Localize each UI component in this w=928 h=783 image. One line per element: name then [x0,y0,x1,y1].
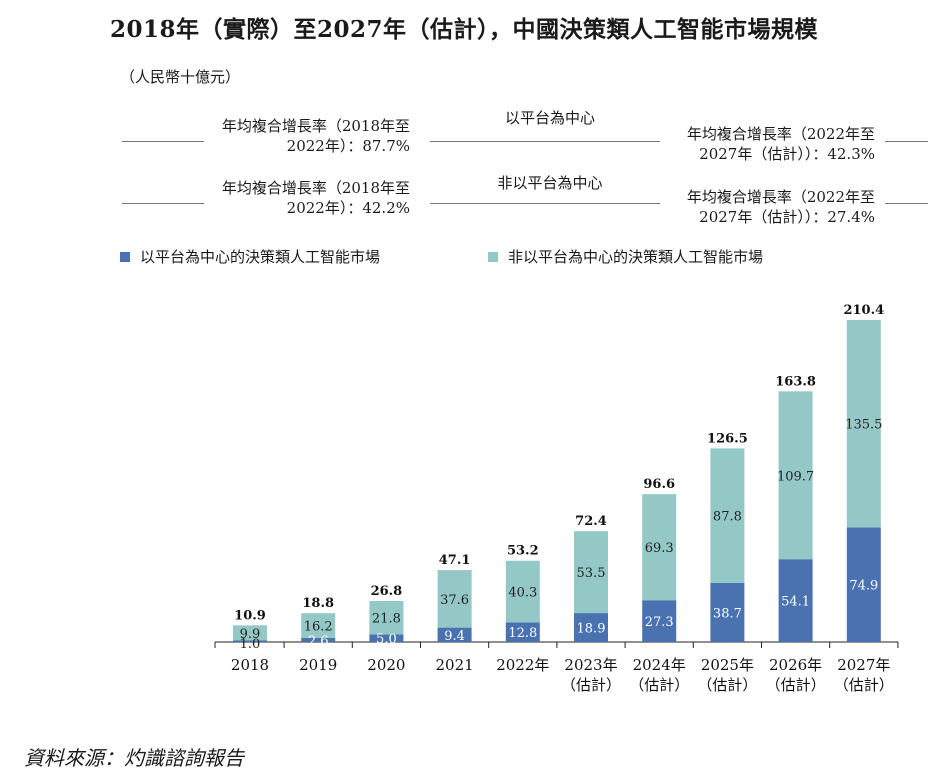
x-tick-label: （估計） [834,676,894,694]
bar-platform [574,613,608,642]
chart-title: 2018年（實際）至2027年（估計），中國決策類人工智能市場規模 [109,16,819,43]
data-label-platform: 9.4 [444,629,465,644]
data-label-total: 96.6 [643,477,675,492]
data-label-total: 126.5 [707,431,748,446]
data-label-total: 53.2 [507,544,539,559]
source-note: 資料來源：灼識諮詢報告 [24,746,244,770]
cagr-rule [430,203,660,204]
cagr-text: 年均複合增長率（2018年至 [221,179,410,197]
data-label-total: 72.4 [575,514,607,529]
bar-nonplatform [846,320,881,528]
data-label-total: 26.8 [371,584,403,599]
x-tick-label: （估計） [629,676,689,694]
x-tick-label: 2020 [367,656,405,674]
data-label-platform: 2.6 [308,634,329,649]
cagr-nonplatform-historical: 年均複合增長率（2018年至 2022年）：42.2% [200,178,410,218]
bar-platform [301,638,336,642]
legend-item-nonplatform: 非以平台為中心的決策類人工智能市場 [488,246,763,267]
x-tick-label: 2023年 [564,656,617,674]
unit-label: （人民幣十億元） [120,68,241,86]
bar-nonplatform [574,531,608,614]
x-tick-label: （估計） [697,676,757,694]
cagr-text: 2022年）：87.7% [286,137,410,155]
data-label-platform: 74.9 [849,579,878,594]
x-tick-label: 2026年 [769,656,822,674]
data-label-nonplatform: 87.8 [713,510,742,525]
segment-label-nonplatform: 非以平台為中心 [497,174,603,192]
data-label-nonplatform: 16.2 [304,620,333,635]
cagr-nonplatform-forecast: 年均複合增長率（2022年至 2027年（估計））：27.4% [665,187,875,227]
data-label-platform: 27.3 [645,615,674,630]
data-label-total: 47.1 [439,553,471,568]
bar-platform [778,559,813,642]
bar-platform [846,527,881,642]
bar-nonplatform [301,613,336,639]
data-label-nonplatform: 109.7 [777,469,814,484]
data-label-nonplatform: 37.6 [440,593,469,608]
legend-label: 以平台為中心的決策類人工智能市場 [140,248,381,266]
x-tick-label: （估計） [561,676,621,694]
cagr-platform-forecast: 年均複合增長率（2022年至 2027年（估計））：42.3% [665,124,875,164]
bar-platform [710,582,745,642]
legend-item-platform: 以平台為中心的決策類人工智能市場 [120,246,380,267]
legend-swatch-platform [120,251,130,262]
cagr-text: 2027年（估計））：27.4% [699,208,875,226]
data-label-platform: 12.8 [508,626,537,641]
cagr-text: 年均複合增長率（2022年至 [686,125,875,143]
bar-platform [505,622,540,642]
bar-nonplatform [710,448,745,583]
bar-platform [642,600,677,642]
data-label-platform: 38.7 [713,606,742,621]
cagr-rule [122,141,204,142]
data-label-nonplatform: 135.5 [845,418,882,433]
x-tick-label: 2019 [299,656,337,674]
x-tick-label: 2025年 [701,656,754,674]
bar-nonplatform [233,625,267,641]
cagr-rule [122,203,204,204]
cagr-rule [885,141,928,142]
legend-label: 非以平台為中心的決策類人工智能市場 [508,248,764,266]
data-label-nonplatform: 69.3 [645,541,674,556]
bar-nonplatform [437,570,472,628]
x-tick-label: （估計） [766,676,826,694]
bar-nonplatform [505,560,540,623]
data-label-platform: 5.0 [376,632,397,647]
data-label-platform: 1.0 [240,637,261,652]
cagr-text: 年均複合增長率（2018年至 [221,117,410,135]
data-label-total: 10.9 [234,608,266,623]
bar-nonplatform [778,391,813,560]
data-label-total: 163.8 [775,374,816,389]
cagr-rule [885,203,928,204]
x-tick-label: 2022年 [496,656,549,674]
data-label-total: 18.8 [302,596,334,611]
bar-platform [369,634,404,642]
x-tick-label: 2021 [436,656,474,674]
data-label-platform: 18.9 [577,622,606,637]
cagr-text: 2022年）：42.2% [286,199,410,217]
data-label-nonplatform: 21.8 [372,612,401,627]
bar-nonplatform [369,600,404,635]
x-tick-label: 2018 [231,656,269,674]
cagr-platform-historical: 年均複合增長率（2018年至 2022年）：87.7% [200,116,410,156]
segment-label-platform: 以平台為中心 [504,109,595,127]
bar-platform [233,640,267,642]
cagr-text: 2027年（估計））：42.3% [699,145,875,163]
x-tick-label: 2024年 [633,656,686,674]
bar-platform [437,627,472,642]
legend-swatch-nonplatform [488,251,498,262]
data-label-total: 210.4 [843,303,884,318]
x-tick-label: 2027年 [837,656,890,674]
data-label-platform: 54.1 [781,595,810,610]
data-label-nonplatform: 40.3 [508,586,537,601]
bar-chart: 1.09.9 10.9 2018 2.616.2 18.8 2019 5.0 21.8 26.8… [214,303,899,694]
data-label-nonplatform: 53.5 [577,566,606,581]
cagr-rule [430,141,660,142]
data-label-nonplatform: 9.9 [240,627,261,642]
cagr-text: 年均複合增長率（2022年至 [686,188,875,206]
bar-nonplatform [642,494,677,601]
